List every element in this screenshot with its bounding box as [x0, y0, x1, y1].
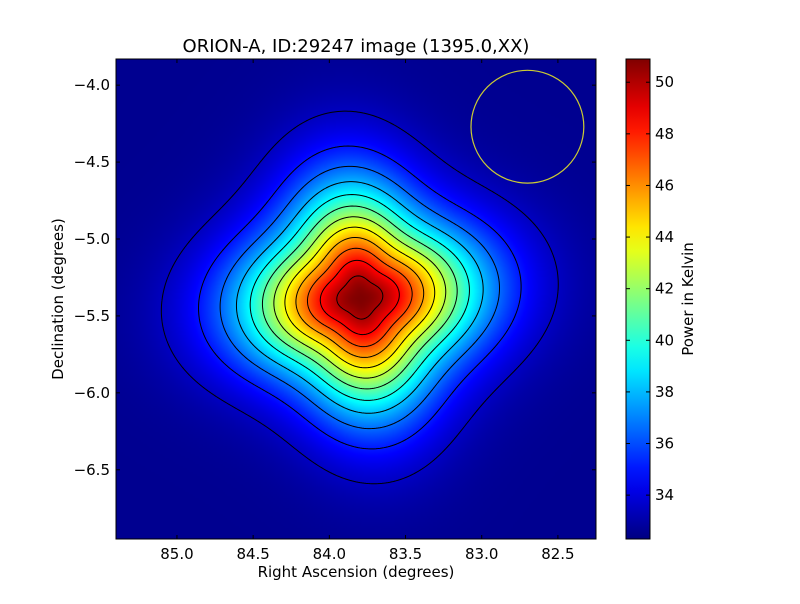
- x-tick-label: 84.5: [236, 545, 269, 563]
- y-tick-label: −5.5: [74, 307, 110, 325]
- contour-lines: [160, 110, 559, 485]
- plot-frame: [115, 58, 597, 540]
- chart-title: ORION-A, ID:29247 image (1395.0,XX): [183, 36, 530, 57]
- x-tick-label: 84.0: [313, 545, 346, 563]
- y-tick-label: −6.0: [74, 384, 110, 402]
- contour-level-9: [295, 237, 425, 358]
- colorbar-frame: [625, 58, 651, 540]
- contour-level-10: [306, 247, 413, 348]
- colorbar-gradient: [626, 59, 650, 539]
- colorbar-tick-label: 42: [655, 280, 674, 298]
- contour-level-12: [336, 275, 384, 320]
- y-tick-label: −6.5: [74, 461, 110, 479]
- y-tick-label: −5.0: [74, 230, 110, 248]
- colorbar-tick-label: 38: [655, 383, 674, 401]
- beam-circle: [470, 69, 585, 184]
- y-axis-label: Declination (degrees): [49, 218, 67, 380]
- colorbar-tick-label: 44: [655, 228, 674, 246]
- contour-level-6: [261, 205, 458, 390]
- y-axis: −4.0 −4.5 −5.0 −5.5 −6.0 −6.5: [74, 76, 596, 479]
- colorbar-tick-label: 36: [655, 435, 674, 453]
- colorbar-tick-label: 50: [655, 73, 674, 91]
- contour-level-2: [198, 145, 522, 450]
- contour-level-3: [219, 165, 501, 430]
- contour-level-5: [249, 194, 470, 401]
- heatmap-image: [116, 59, 596, 539]
- contour-level-7: [273, 216, 447, 379]
- colorbar: 34 36 38 40 42 44 46 48 50: [625, 58, 674, 540]
- colorbar-tick-label: 46: [655, 176, 674, 194]
- x-tick-label: 83.0: [465, 545, 498, 563]
- colorbar-tick-label: 40: [655, 331, 674, 349]
- colorbar-label: Power in Kelvin: [679, 242, 697, 356]
- x-tick-label: 82.5: [541, 545, 574, 563]
- x-axis-label: Right Ascension (degrees): [258, 563, 455, 581]
- y-tick-label: −4.0: [74, 76, 110, 94]
- plot-area: [115, 58, 597, 540]
- contour-level-8: [284, 226, 436, 369]
- y-tick-label: −4.5: [74, 153, 110, 171]
- colorbar-tick-label: 34: [655, 486, 674, 504]
- colorbar-tick-label: 48: [655, 125, 674, 143]
- contour-level-4: [235, 181, 484, 414]
- x-tick-label: 83.5: [389, 545, 422, 563]
- colorbar-ticks: 34 36 38 40 42 44 46 48 50: [626, 73, 674, 504]
- x-tick-label: 85.0: [160, 545, 193, 563]
- contour-level-11: [319, 259, 400, 336]
- contour-level-1: [160, 110, 559, 485]
- x-axis: 85.0 84.5 84.0 83.5 83.0 82.5: [160, 59, 575, 563]
